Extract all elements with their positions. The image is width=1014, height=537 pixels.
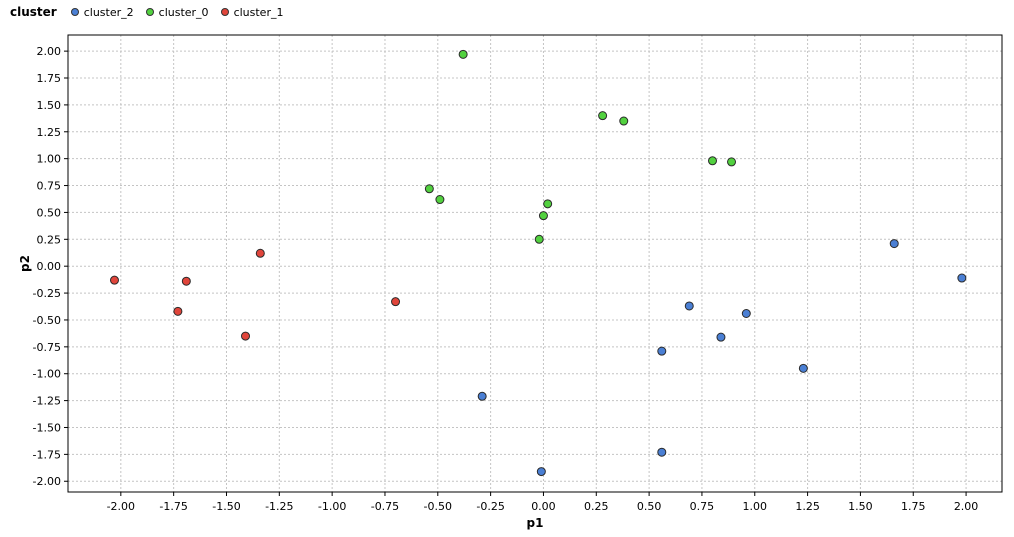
data-point-cluster-0 (538, 211, 548, 221)
y-tick-label: 1.25 (37, 126, 62, 139)
x-axis-title: p1 (527, 516, 544, 530)
legend-label: cluster_1 (233, 5, 284, 19)
data-point-cluster-0 (708, 156, 718, 166)
data-point-cluster-0 (424, 184, 434, 194)
legend-item-cluster-1: cluster_1 (220, 5, 284, 19)
data-point-cluster-0 (619, 116, 629, 126)
x-tick-label: 1.50 (848, 500, 873, 513)
data-point-cluster-0 (435, 195, 445, 205)
data-point-cluster-2 (657, 346, 667, 356)
y-tick-label: -1.50 (33, 421, 61, 434)
x-tick-label: 0.75 (690, 500, 715, 513)
legend-title: cluster (10, 5, 57, 19)
data-point-cluster-1 (109, 275, 119, 285)
data-point-cluster-2 (889, 239, 899, 249)
legend-label: cluster_2 (83, 5, 134, 19)
x-tick-label: -1.50 (212, 500, 240, 513)
x-tick-label: 1.75 (901, 500, 926, 513)
y-tick-label: -0.50 (33, 314, 61, 327)
chart-legend: cluster cluster_2 cluster_0 cluster_1 (10, 3, 295, 21)
y-tick-label: 2.00 (37, 45, 62, 58)
legend-marker-cluster-0 (145, 8, 154, 16)
x-tick-label: -1.25 (265, 500, 293, 513)
y-tick-label: 0.25 (37, 233, 62, 246)
data-point-cluster-1 (173, 306, 183, 316)
x-tick-label: 0.50 (637, 500, 662, 513)
data-point-cluster-0 (534, 234, 544, 244)
legend-label: cluster_0 (158, 5, 209, 19)
data-point-cluster-2 (684, 301, 694, 311)
data-point-cluster-0 (543, 199, 553, 209)
y-tick-label: -1.25 (33, 395, 61, 408)
x-tick-label: -0.25 (476, 500, 504, 513)
y-tick-label: 0.75 (37, 180, 62, 193)
data-point-cluster-0 (598, 111, 608, 121)
y-tick-label: 1.00 (37, 153, 62, 166)
x-tick-label: -2.00 (107, 500, 135, 513)
data-point-cluster-2 (716, 332, 726, 342)
y-tick-label: 0.00 (37, 260, 62, 273)
y-tick-label: 0.50 (37, 206, 62, 219)
y-tick-label: -1.00 (33, 368, 61, 381)
data-point-cluster-1 (255, 248, 265, 258)
legend-item-cluster-2: cluster_2 (70, 5, 134, 19)
y-tick-label: -0.25 (33, 287, 61, 300)
x-tick-label: 2.00 (954, 500, 979, 513)
x-tick-label: 1.25 (795, 500, 820, 513)
data-point-cluster-2 (657, 447, 667, 457)
y-axis-title: p2 (18, 255, 32, 272)
plot-frame (67, 34, 1003, 493)
legend-item-cluster-0: cluster_0 (145, 5, 209, 19)
data-point-cluster-0 (458, 49, 468, 59)
plot-area (68, 35, 1002, 492)
x-tick-label: 1.00 (743, 500, 768, 513)
x-tick-label: -0.50 (424, 500, 452, 513)
y-tick-label: 1.75 (37, 72, 62, 85)
data-point-cluster-2 (536, 467, 546, 477)
y-tick-label: -2.00 (33, 475, 61, 488)
data-point-cluster-1 (181, 276, 191, 286)
data-point-cluster-2 (798, 363, 808, 373)
legend-marker-cluster-2 (70, 8, 79, 16)
y-tick-label: 1.50 (37, 99, 62, 112)
x-tick-label: 0.00 (531, 500, 556, 513)
x-tick-label: -1.75 (159, 500, 187, 513)
data-point-cluster-2 (477, 391, 487, 401)
data-point-cluster-2 (957, 273, 967, 283)
data-point-cluster-1 (241, 331, 251, 341)
legend-marker-cluster-1 (220, 8, 229, 16)
x-tick-label: 0.25 (584, 500, 609, 513)
x-tick-label: -0.75 (371, 500, 399, 513)
x-tick-label: -1.00 (318, 500, 346, 513)
data-point-cluster-0 (727, 157, 737, 167)
y-tick-label: -1.75 (33, 448, 61, 461)
data-point-cluster-2 (741, 309, 751, 319)
data-point-cluster-1 (391, 297, 401, 307)
y-tick-label: -0.75 (33, 341, 61, 354)
